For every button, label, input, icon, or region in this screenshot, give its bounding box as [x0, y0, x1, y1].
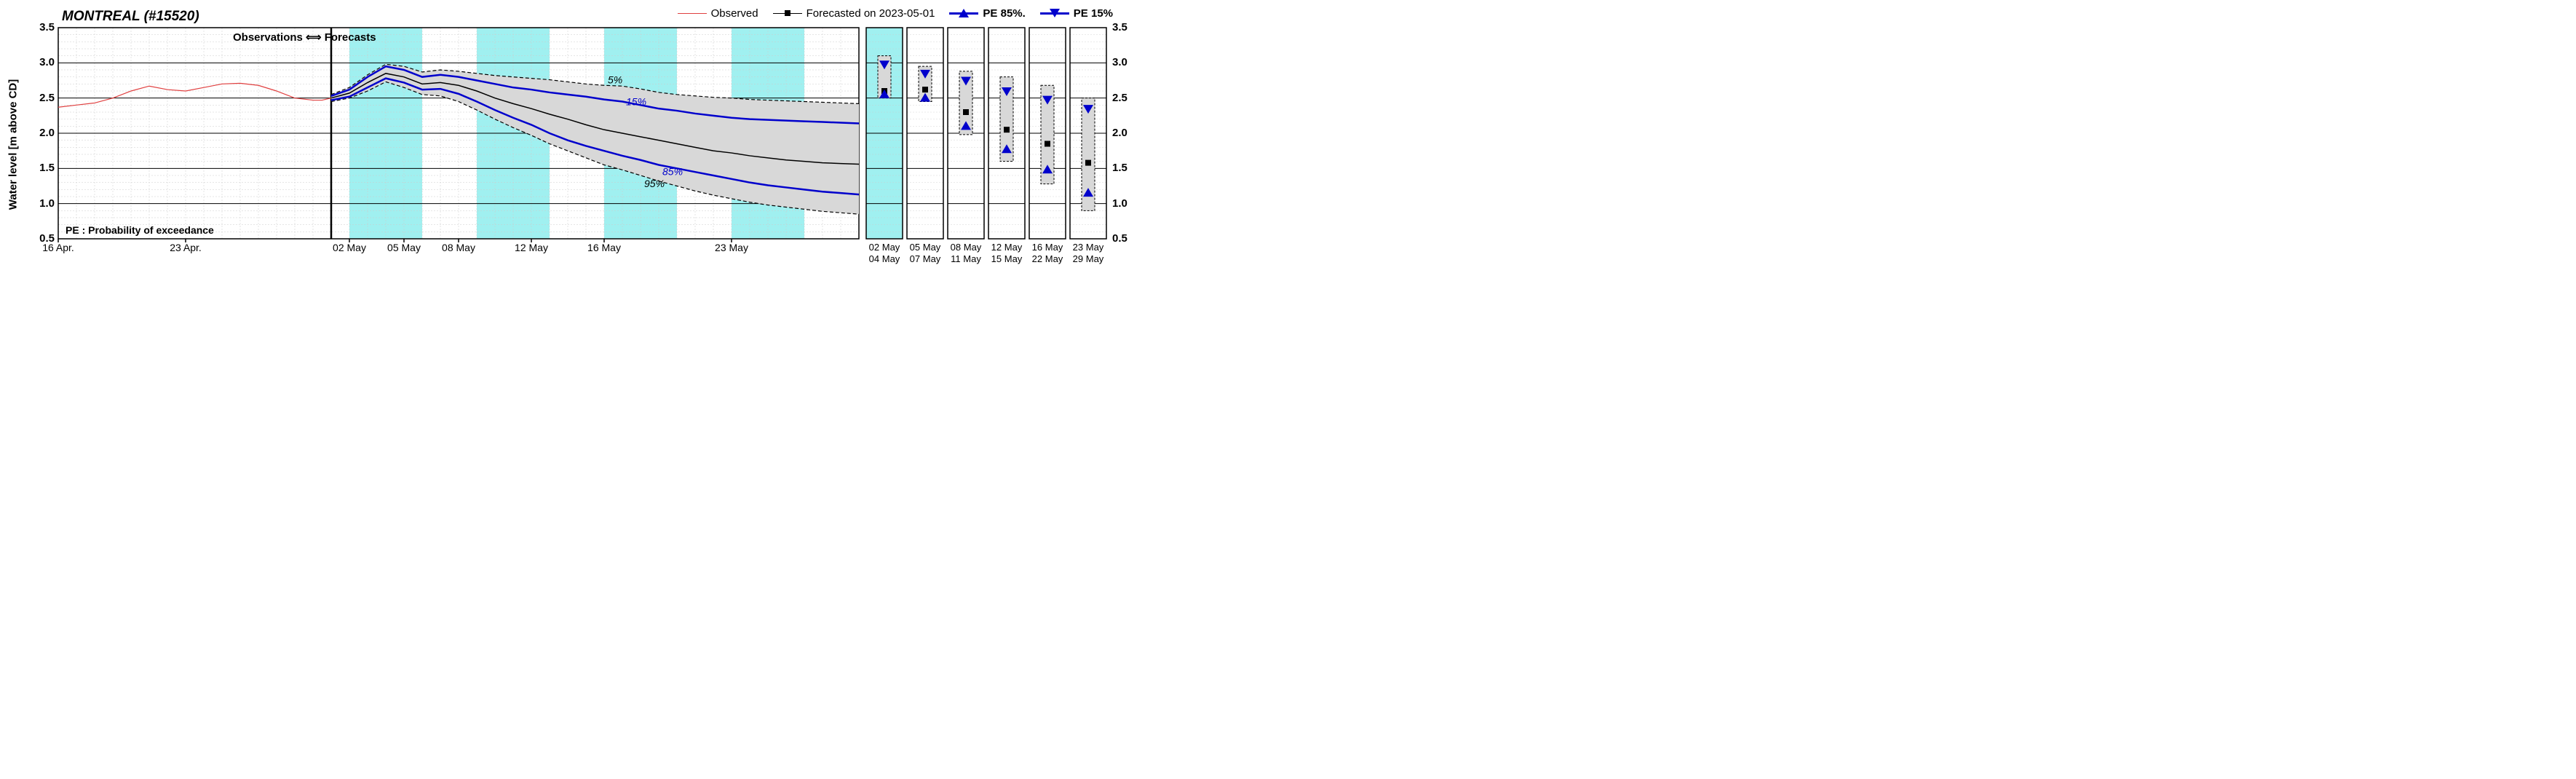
observations-label: Observations ⟺ Forecasts [233, 31, 376, 44]
ytick-right: 2.0 [1112, 127, 1128, 139]
xtick: 05 May [387, 242, 421, 253]
mini-xtick-top: 12 May [991, 242, 1023, 253]
mini-xtick-top: 23 May [1073, 242, 1104, 253]
xtick: 08 May [442, 242, 475, 253]
mini-xtick-bot: 07 May [910, 253, 941, 264]
mini-xtick-bot: 15 May [991, 253, 1023, 264]
ytick-left: 1.5 [25, 162, 55, 174]
svg-text:85%: 85% [662, 166, 683, 178]
ytick-left: 1.0 [25, 197, 55, 210]
xtick: 23 Apr. [170, 242, 202, 253]
ytick-right: 1.0 [1112, 197, 1128, 210]
main-chart-svg: 5% 15% 85%95% [7, 7, 1128, 277]
mini-xtick-top: 02 May [869, 242, 900, 253]
ytick-right: 3.5 [1112, 21, 1128, 33]
mini-xtick-top: 05 May [910, 242, 941, 253]
ytick-left: 3.5 [25, 21, 55, 33]
arrow-icon: ⟺ [306, 31, 322, 44]
fcst-text: Forecasts [325, 31, 376, 44]
xtick: 12 May [515, 242, 548, 253]
mini-xtick-bot: 04 May [869, 253, 900, 264]
ytick-right: 2.5 [1112, 92, 1128, 104]
xtick: 16 Apr. [42, 242, 74, 253]
mini-xtick-top: 16 May [1032, 242, 1063, 253]
ytick-left: 2.5 [25, 92, 55, 104]
svg-text:5%: 5% [608, 74, 622, 85]
ytick-right: 0.5 [1112, 232, 1128, 245]
mini-xtick-bot: 22 May [1032, 253, 1063, 264]
ytick-right: 1.5 [1112, 162, 1128, 174]
svg-text:95%: 95% [644, 178, 665, 189]
ytick-left: 3.0 [25, 56, 55, 68]
ytick-left: 2.0 [25, 127, 55, 139]
xtick: 16 May [587, 242, 621, 253]
pe-footnote: PE : Probability of exceedance [66, 224, 214, 236]
svg-text:15%: 15% [626, 96, 646, 108]
mini-xtick-bot: 11 May [951, 253, 981, 264]
xtick: 23 May [715, 242, 748, 253]
xtick: 02 May [333, 242, 366, 253]
ytick-right: 3.0 [1112, 56, 1128, 68]
obs-text: Observations [233, 31, 303, 44]
mini-xtick-top: 08 May [951, 242, 982, 253]
mini-xtick-bot: 29 May [1073, 253, 1104, 264]
chart-container: MONTREAL (#15520) Water level [m above C… [7, 7, 1128, 277]
